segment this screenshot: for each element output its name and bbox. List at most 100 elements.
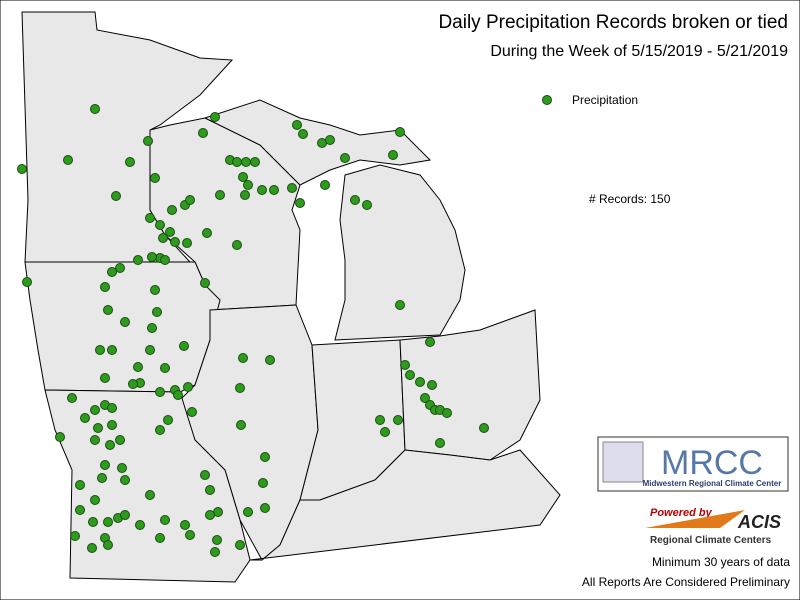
record-dot xyxy=(238,172,248,182)
record-dot xyxy=(236,420,246,430)
powered-by: Powered by xyxy=(650,507,713,519)
record-dot xyxy=(147,252,157,262)
subtitle: During the Week of 5/15/2019 - 5/21/2019 xyxy=(490,43,788,60)
record-dot xyxy=(198,128,208,138)
record-dot xyxy=(145,490,155,500)
mrcc-logo: MRCC Midwestern Regional Climate Center xyxy=(597,436,789,492)
record-dot xyxy=(232,240,242,250)
record-dot xyxy=(158,233,168,243)
record-dot xyxy=(205,510,215,520)
record-dot xyxy=(235,383,245,393)
record-dot xyxy=(320,180,330,190)
record-dot xyxy=(100,460,110,470)
record-dot xyxy=(150,173,160,183)
record-dot xyxy=(380,427,390,437)
record-dot xyxy=(160,515,170,525)
record-dot xyxy=(145,213,155,223)
record-dot xyxy=(75,480,85,490)
record-dot xyxy=(388,150,398,160)
record-dots xyxy=(17,104,489,557)
record-dot xyxy=(120,317,130,327)
record-count: # Records: 150 xyxy=(589,192,671,206)
kentucky xyxy=(249,449,561,561)
acis-text: ACIS xyxy=(737,512,781,532)
footer-note-2: All Reports Are Considered Preliminary xyxy=(582,575,790,589)
record-dot xyxy=(103,540,113,550)
record-dot xyxy=(405,370,415,380)
record-dot xyxy=(210,112,220,122)
title: Daily Precipitation Records broken or ti… xyxy=(438,12,788,33)
record-dot xyxy=(107,420,117,430)
record-dot xyxy=(442,408,452,418)
record-dot xyxy=(179,341,189,351)
record-dot xyxy=(128,379,138,389)
record-dot xyxy=(103,305,113,315)
record-dot xyxy=(435,438,445,448)
record-dot xyxy=(155,220,165,230)
record-dot xyxy=(88,517,98,527)
record-dot xyxy=(22,277,32,287)
record-dot xyxy=(232,157,242,167)
record-dot xyxy=(298,129,308,139)
record-dot xyxy=(243,507,253,517)
record-dot xyxy=(67,393,77,403)
record-dot xyxy=(150,285,160,295)
record-dot xyxy=(133,255,143,265)
record-dot xyxy=(107,267,117,277)
record-dot xyxy=(145,345,155,355)
record-dot xyxy=(155,425,165,435)
record-dot xyxy=(160,255,170,265)
record-dot xyxy=(165,227,175,237)
record-dot xyxy=(243,180,253,190)
record-dot xyxy=(75,505,85,515)
record-dot xyxy=(90,495,100,505)
record-dot xyxy=(97,473,107,483)
legend-marker xyxy=(542,95,552,105)
record-dot xyxy=(133,362,143,372)
record-dot xyxy=(295,198,305,208)
record-dot xyxy=(147,323,157,333)
record-dot xyxy=(425,337,435,347)
record-dot xyxy=(400,360,410,370)
record-dot xyxy=(103,517,113,527)
record-dot xyxy=(167,205,177,215)
record-dot xyxy=(269,185,279,195)
record-dot xyxy=(260,503,270,513)
record-dot xyxy=(395,300,405,310)
record-dot xyxy=(212,535,222,545)
record-dot xyxy=(292,120,302,130)
record-dot xyxy=(117,463,127,473)
record-dot xyxy=(210,547,220,557)
record-dot xyxy=(125,157,135,167)
record-dot xyxy=(350,195,360,205)
record-dot xyxy=(265,355,275,365)
record-dot xyxy=(185,195,195,205)
record-dot xyxy=(287,183,297,193)
record-dot xyxy=(111,191,121,201)
iowa xyxy=(24,261,221,393)
record-dot xyxy=(105,440,115,450)
record-dot xyxy=(415,377,425,387)
record-dot xyxy=(183,382,193,392)
record-dot xyxy=(202,228,212,238)
record-dot xyxy=(55,432,65,442)
record-dot xyxy=(90,435,100,445)
record-dot xyxy=(120,510,130,520)
record-dot xyxy=(143,136,153,146)
record-dot xyxy=(257,185,267,195)
record-dot xyxy=(152,307,162,317)
record-dot xyxy=(155,387,165,397)
record-dot xyxy=(241,157,251,167)
record-dot xyxy=(173,390,183,400)
record-dot xyxy=(393,415,403,425)
record-dot xyxy=(235,540,245,550)
record-dot xyxy=(238,353,248,363)
record-dot xyxy=(205,485,215,495)
record-dot xyxy=(427,380,437,390)
record-dot xyxy=(420,393,430,403)
record-dot xyxy=(362,200,372,210)
record-dot xyxy=(200,278,210,288)
record-dot xyxy=(155,533,165,543)
record-dot xyxy=(90,104,100,114)
record-dot xyxy=(100,282,110,292)
